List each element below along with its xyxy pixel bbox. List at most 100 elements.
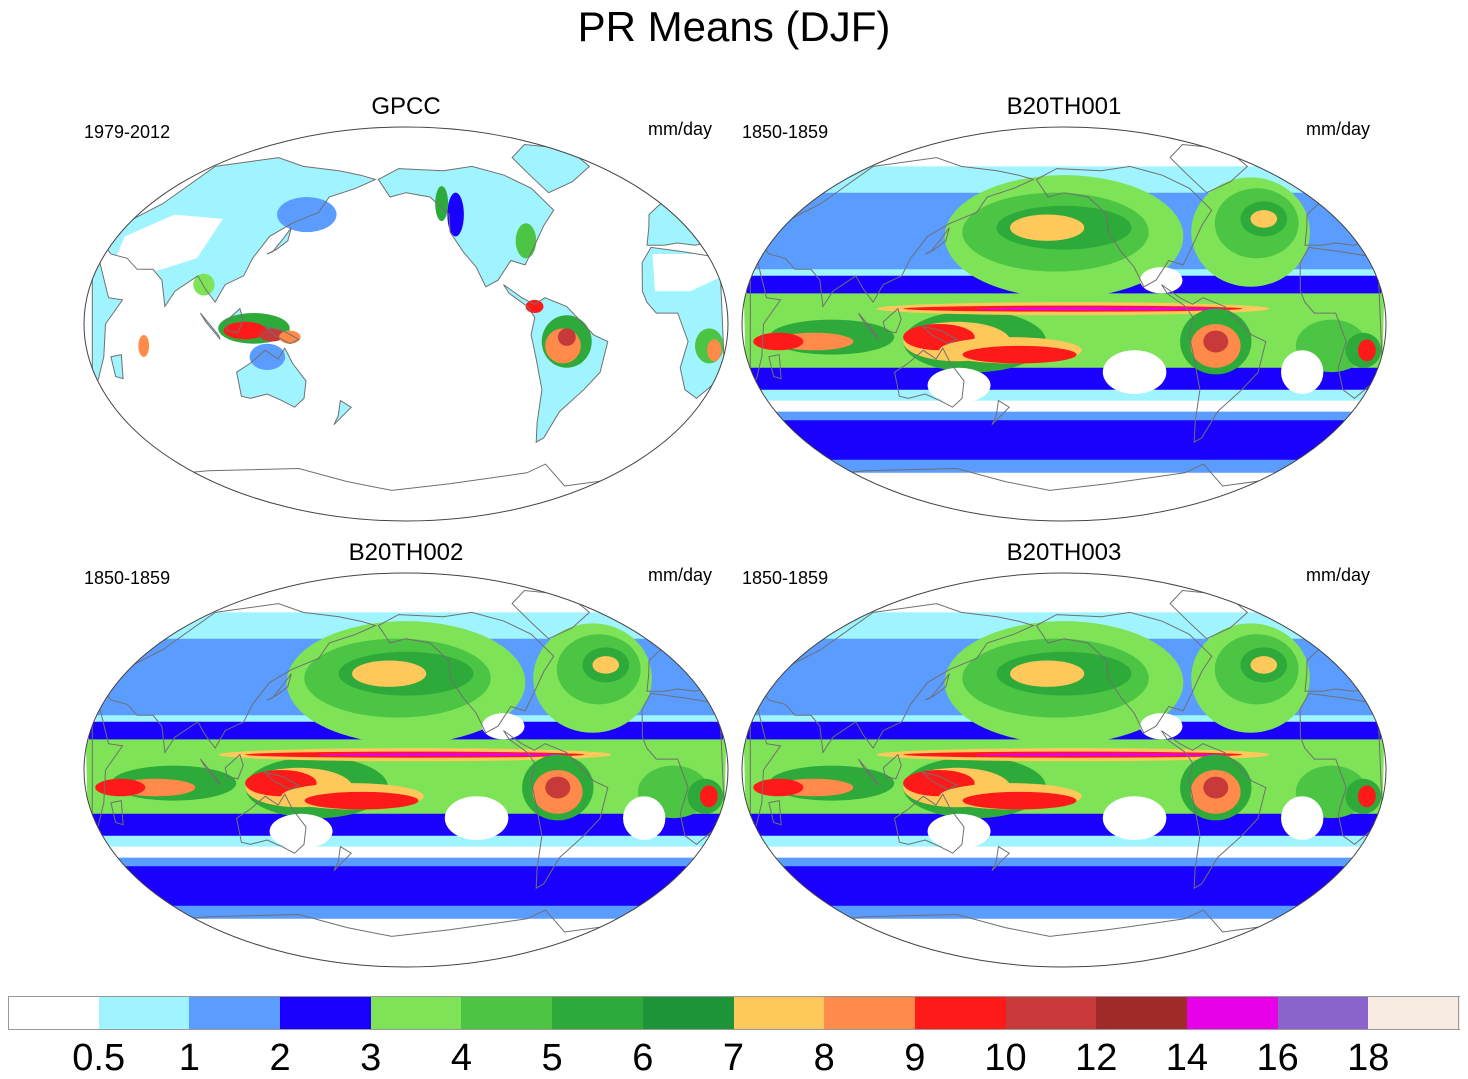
coastline (266, 673, 292, 701)
coastline (1035, 165, 1213, 288)
land-precip (267, 227, 292, 254)
precip-band (102, 866, 710, 906)
panel-title: B20TH001 (1006, 93, 1122, 120)
precip-blob (435, 186, 449, 222)
land-precip (647, 183, 715, 246)
precip-blob (515, 223, 537, 259)
colorbar-tick-label: 4 (450, 1037, 473, 1079)
precip-blob (1357, 785, 1376, 808)
precip-blob (1250, 210, 1278, 228)
coastline (236, 347, 307, 408)
coastline (768, 799, 782, 826)
coastline (758, 603, 1035, 754)
dry-zone (269, 813, 333, 849)
dry-zone (1102, 796, 1167, 841)
precip-field (84, 573, 728, 967)
land-precip (378, 166, 554, 287)
coastline (1299, 692, 1383, 846)
coastline (333, 845, 352, 872)
panel-period: 1850-1859 (742, 122, 829, 142)
precip-blob (753, 332, 804, 351)
colorbar-tick-label: 9 (904, 1037, 926, 1079)
panel-title: B20TH002 (348, 539, 464, 566)
coastline (641, 246, 725, 400)
precip-blob (352, 660, 427, 687)
precip-blob (249, 343, 286, 370)
precip-blob (699, 785, 718, 808)
no-data (652, 254, 724, 292)
precip-blob (974, 753, 1225, 757)
coastline (263, 771, 300, 791)
precip-blob (525, 299, 544, 314)
coastline (224, 753, 244, 780)
precip-blob (279, 330, 301, 344)
dry-zone (1140, 713, 1183, 740)
land-precip (333, 400, 352, 425)
map-border (741, 126, 1387, 522)
coastline (1161, 730, 1267, 890)
colorbar-tick-label: 1 (178, 1037, 200, 1079)
map-panel-b20th003: B20TH003 1850-1859 mm/day (734, 538, 1394, 988)
precip-blob (962, 791, 1077, 810)
colorbar-tick-label: 18 (1347, 1037, 1390, 1079)
precip-blob (304, 791, 419, 810)
dry-zone (1281, 350, 1324, 395)
coastline (377, 165, 555, 288)
coastline (924, 673, 950, 701)
panel-period: 1850-1859 (84, 568, 171, 588)
panel-title: GPCC (371, 93, 441, 120)
precip-blob (259, 328, 285, 342)
coastline (758, 157, 1035, 308)
coastline (921, 771, 958, 791)
precip-blob (316, 753, 567, 757)
precip-field (742, 127, 1386, 521)
panel-units: mm/day (647, 565, 712, 585)
precip-blob (557, 328, 576, 346)
coastline (921, 325, 958, 345)
precip-blob (753, 778, 804, 797)
precip-blob (1010, 214, 1085, 241)
coastline (110, 353, 124, 380)
coastline (333, 399, 352, 426)
coastline (1299, 246, 1383, 400)
colorbar-tick-label: 3 (360, 1037, 382, 1079)
precip-blob (1203, 330, 1229, 353)
dry-zone (927, 367, 991, 403)
no-data (104, 214, 223, 285)
coastline (991, 845, 1010, 872)
colorbar-swatch (370, 996, 462, 1030)
land-precip (512, 144, 590, 193)
map-panel-b20th002: B20TH002 1850-1859 mm/day (76, 538, 736, 988)
colorbar-tick-label: 12 (1075, 1037, 1118, 1079)
map-border (83, 126, 729, 522)
land-precip (92, 258, 123, 390)
coastline (882, 753, 902, 780)
colorbar-tick-label: 2 (269, 1037, 291, 1079)
land-precip (100, 157, 376, 307)
precip-blob (962, 345, 1077, 364)
panel-period: 1850-1859 (742, 568, 829, 588)
precip-blob (95, 778, 146, 797)
panel-period: 1979-2012 (84, 122, 171, 142)
colorbar-tick-label: 7 (722, 1037, 745, 1079)
coastline (857, 312, 879, 340)
colorbar-tick-label: 14 (1165, 1037, 1209, 1079)
colorbar-tick-label: 5 (541, 1037, 563, 1079)
precip-blob (1203, 776, 1229, 799)
coastline (100, 157, 377, 308)
dry-zone (482, 713, 525, 740)
coastline (882, 307, 902, 334)
coastline (857, 758, 879, 786)
coastline (503, 284, 609, 444)
precip-blob (1010, 660, 1085, 687)
precip-map (83, 126, 729, 522)
page-title: PR Means (DJF) (577, 3, 891, 50)
coastline (1161, 284, 1267, 444)
coastline (503, 730, 609, 890)
panel-units: mm/day (1305, 119, 1370, 139)
dry-zone (623, 796, 666, 841)
map-border (741, 572, 1387, 968)
coastline (1035, 611, 1213, 734)
precip-map (83, 572, 729, 968)
precip-map (741, 126, 1387, 522)
